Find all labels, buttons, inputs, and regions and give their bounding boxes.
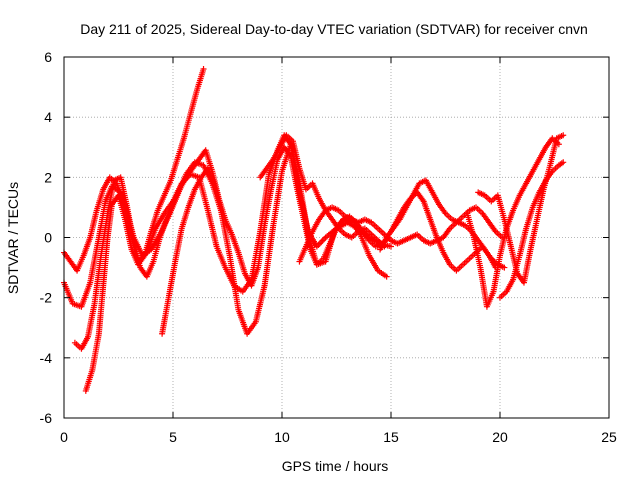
y-tick-label: 6 [44, 49, 52, 65]
x-tick-label: 0 [60, 429, 68, 445]
series-4 [71, 144, 392, 352]
y-tick-label: -4 [40, 350, 53, 366]
x-tick-label: 5 [169, 429, 177, 445]
data-point [217, 207, 224, 214]
y-tick-label: -6 [40, 410, 53, 426]
y-tick-label: 4 [44, 109, 52, 125]
data-point [200, 66, 207, 73]
x-tick-label: 20 [492, 429, 508, 445]
x-axis-label: GPS time / hours [282, 458, 389, 474]
x-tick-label: 10 [274, 429, 290, 445]
axis-ticks: 0 5 10 15 20 25 -6 -4 -2 0 2 4 6 [40, 49, 617, 445]
x-tick-label: 25 [601, 429, 617, 445]
data-point [560, 159, 567, 166]
data-series [61, 66, 567, 394]
data-point [501, 264, 508, 271]
data-point [560, 132, 567, 139]
data-point [388, 243, 394, 250]
series-5 [159, 165, 224, 337]
series-9 [388, 189, 499, 274]
series-12 [497, 159, 567, 301]
series-10 [464, 135, 562, 310]
y-tick-label: 0 [44, 230, 52, 246]
chart-title: Day 211 of 2025, Sidereal Day-to-day VTE… [80, 21, 588, 37]
y-tick-label: -2 [40, 290, 53, 306]
x-tick-label: 15 [383, 429, 399, 445]
y-axis-label: SDTVAR / TECUs [5, 182, 21, 294]
data-point [383, 273, 390, 280]
y-tick-label: 2 [44, 169, 52, 185]
